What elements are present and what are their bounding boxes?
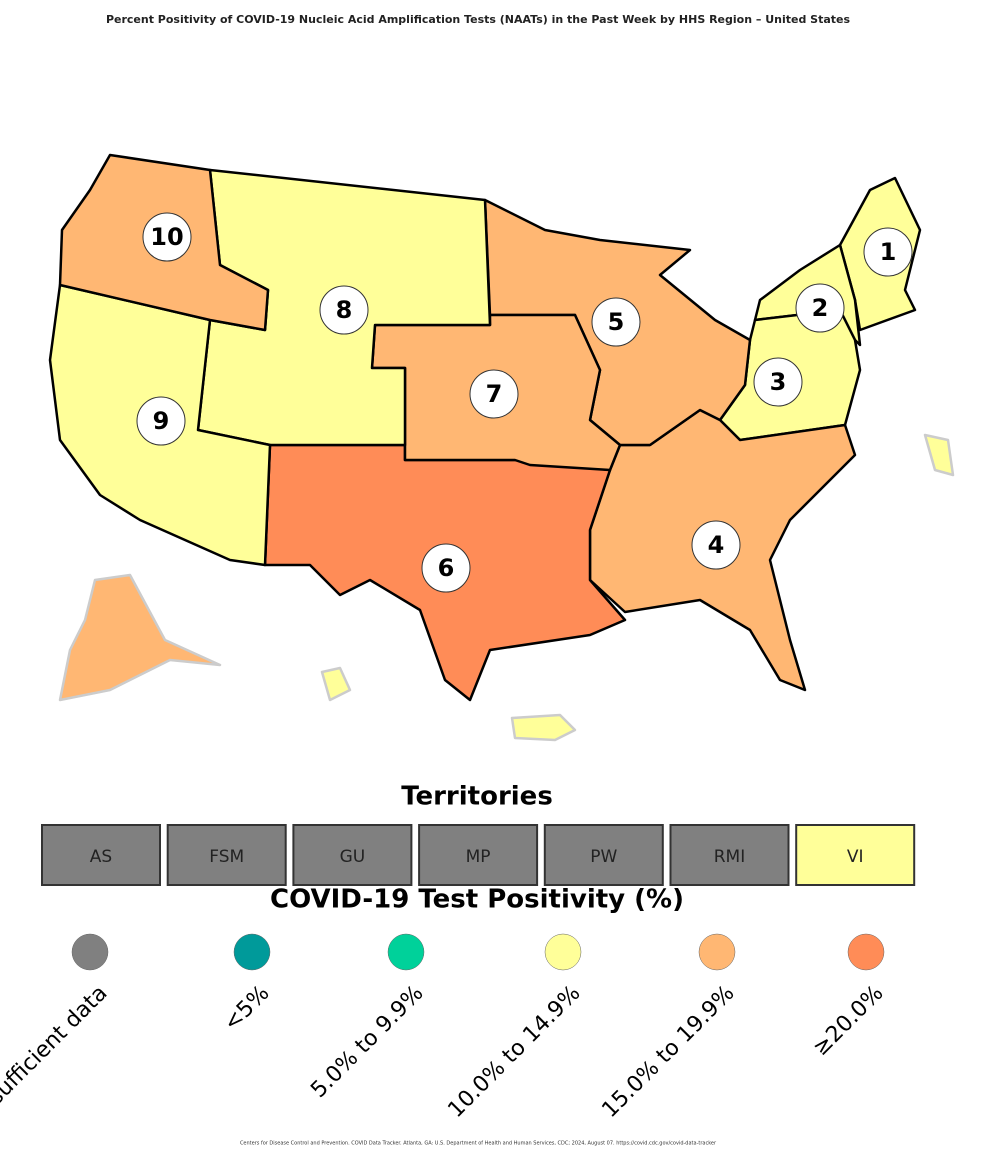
- legend-swatch: [698, 933, 736, 971]
- region-label: 8: [336, 296, 353, 324]
- territories-title: Territories: [401, 782, 553, 812]
- island-shape: [58, 573, 222, 702]
- legend: Insufficient data <5% 5.0% to 9.9% 10.0% to…: [0, 933, 888, 1125]
- region-marker: [469, 369, 519, 419]
- territory-label: PW: [590, 847, 617, 867]
- island-shape: [510, 713, 577, 742]
- territory-box: [418, 824, 539, 886]
- region-label: 10: [150, 223, 183, 251]
- region-marker: [421, 543, 471, 593]
- territory-label: AS: [90, 847, 112, 867]
- territory-box: [669, 824, 790, 886]
- region-marker: [142, 212, 192, 262]
- island-shape: [923, 433, 955, 477]
- territory-label: VI: [847, 847, 864, 867]
- legend-swatch: [847, 933, 885, 971]
- legend-swatch: [544, 933, 582, 971]
- territory-label: FSM: [209, 847, 244, 867]
- region-label: 7: [486, 380, 503, 408]
- legend-swatch: [233, 933, 271, 971]
- region-marker: [795, 283, 845, 333]
- map: 1 2 3 4 5 6 7 8 9 10: [48, 153, 955, 742]
- region-label: 1: [880, 238, 897, 266]
- legend-label: 15.0% to 19.9%: [597, 981, 739, 1123]
- region-label: 5: [608, 308, 625, 336]
- region-marker: [863, 227, 913, 277]
- territory-box: [543, 824, 664, 886]
- region-label: 3: [770, 368, 787, 396]
- legend-swatch: [387, 933, 425, 971]
- region-marker: [591, 297, 641, 347]
- territory-box: [292, 824, 413, 886]
- territory-box: [41, 824, 161, 886]
- territory-box: [166, 824, 287, 886]
- territory-label: MP: [466, 847, 491, 867]
- region-label: 6: [438, 554, 455, 582]
- territories: AS FSM GU MP PW RMI VI: [41, 824, 916, 886]
- region-marker: [136, 396, 186, 446]
- island-shape: [320, 666, 352, 702]
- legend-title: COVID-19 Test Positivity (%): [270, 885, 684, 915]
- region-label: 9: [153, 407, 170, 435]
- legend-swatch: [71, 933, 109, 971]
- region-label: 4: [708, 531, 725, 559]
- region-marker: [691, 520, 741, 570]
- territory-label: RMI: [714, 847, 746, 867]
- territory-box: [795, 824, 916, 886]
- legend-label: 5.0% to 9.9%: [306, 981, 428, 1103]
- legend-label: <5%: [219, 981, 274, 1036]
- title: Percent Positivity of COVID-19 Nucleic A…: [106, 13, 851, 26]
- legend-label: Insufficient data: [0, 981, 112, 1125]
- region-label: 2: [812, 294, 829, 322]
- legend-label: 10.0% to 14.9%: [443, 981, 585, 1123]
- legend-label: ≥20.0%: [808, 981, 888, 1061]
- region-marker: [319, 285, 369, 335]
- footnote: Centers for Disease Control and Preventi…: [240, 1141, 717, 1147]
- territory-label: GU: [340, 847, 366, 867]
- region-marker: [753, 357, 803, 407]
